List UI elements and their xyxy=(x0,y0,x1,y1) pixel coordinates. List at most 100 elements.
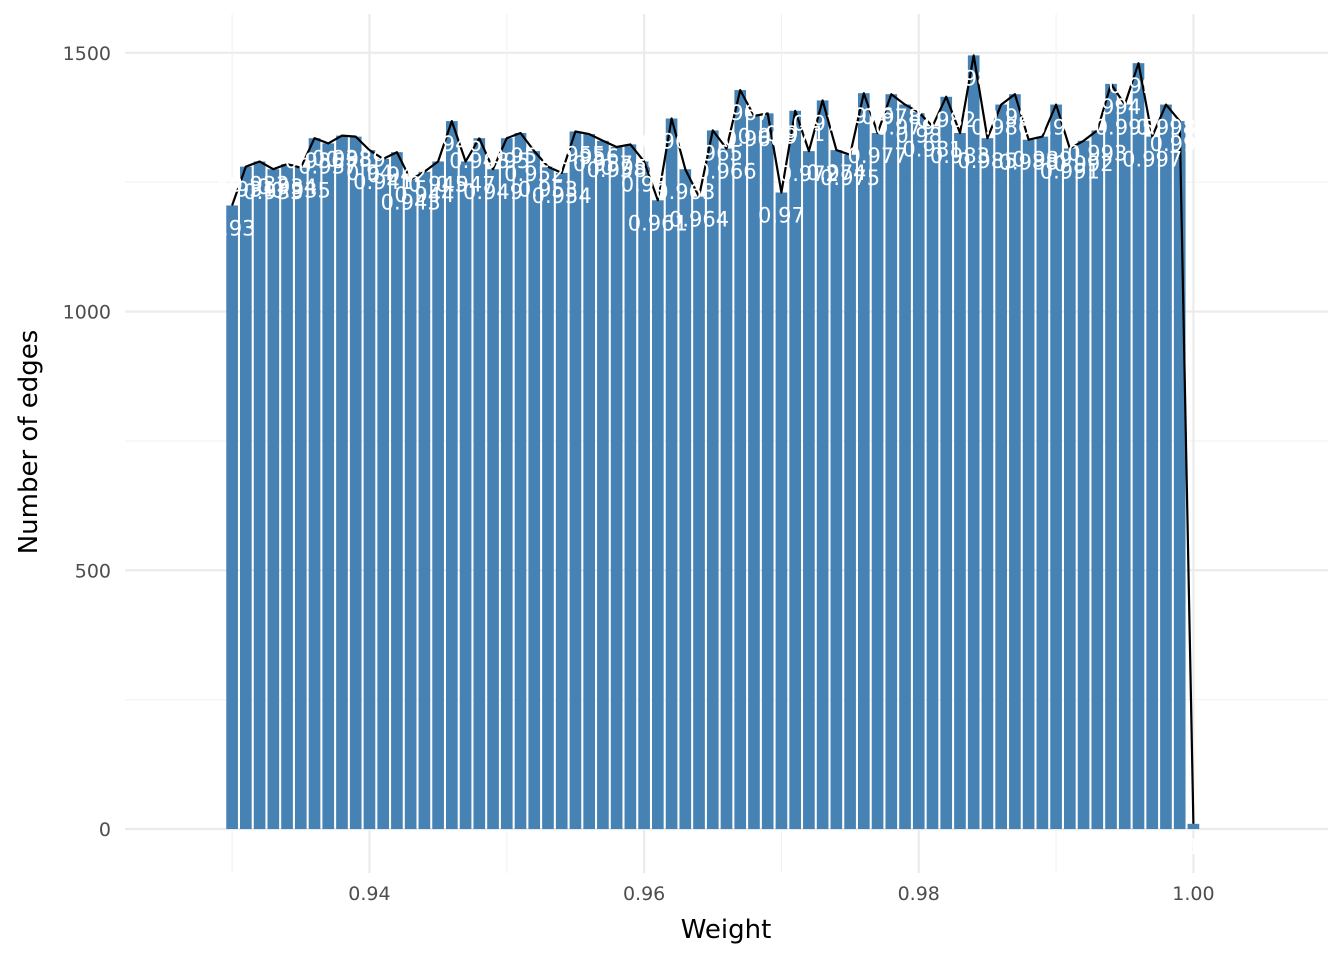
bar-weight-label: 0.945 xyxy=(408,172,468,196)
bar-weight-label: 0.954 xyxy=(532,184,592,208)
bar-weight-label: 0.978 xyxy=(861,105,921,129)
bar-weight-label: 0.989 xyxy=(1012,148,1072,172)
bar-weight-label: 0.979 xyxy=(875,116,935,140)
bar-weight-label: 0.988 xyxy=(999,151,1059,175)
histogram-bar xyxy=(267,169,280,830)
bar-weight-label: 0.991 xyxy=(1040,160,1100,184)
bar-weight-label: 0.948 xyxy=(449,149,509,173)
histogram-bar xyxy=(1118,104,1131,830)
histogram-bar xyxy=(1050,104,1062,830)
histogram-bar xyxy=(446,121,458,830)
bar-weight-label: 0.947 xyxy=(436,172,496,196)
histogram-bar xyxy=(1036,136,1049,830)
histogram-bar xyxy=(899,104,911,830)
bar-weight-label: 0.94 xyxy=(346,161,393,185)
histogram-bar xyxy=(404,179,417,830)
histogram-bar xyxy=(830,150,843,830)
y-tick-label: 500 xyxy=(75,560,111,582)
histogram-bar xyxy=(803,151,815,830)
bar-weight-label: 0.946 xyxy=(422,132,482,156)
bar-weight-label: 0.963 xyxy=(655,180,715,204)
bar-weight-label: 0.953 xyxy=(518,178,578,202)
bar-weight-label: 0.966 xyxy=(696,160,756,184)
bar-weight-label: 0.931 xyxy=(216,178,276,202)
histogram-bar xyxy=(569,131,582,830)
bar-weight-label: 0.987 xyxy=(985,105,1045,129)
histogram-bar xyxy=(748,115,760,830)
histogram-bar xyxy=(665,118,678,830)
histogram-bar xyxy=(1146,136,1159,830)
histogram-bar xyxy=(610,146,623,830)
bar-weight-label: 0.962 xyxy=(642,130,702,154)
histogram-bar xyxy=(967,55,980,830)
histogram-bar xyxy=(542,166,554,830)
bar-weight-label: 0.952 xyxy=(504,162,564,186)
bars xyxy=(226,55,1200,830)
histogram-bar xyxy=(487,169,499,830)
histogram-bar xyxy=(1077,140,1090,830)
histogram-bar xyxy=(1105,83,1117,830)
bar-weight-label: 0.961 xyxy=(628,211,688,235)
bar-weight-label: 0.969 xyxy=(738,124,798,148)
histogram-bar xyxy=(761,113,774,830)
histogram-bar xyxy=(844,154,856,830)
bar-weight-label: 0.959 xyxy=(600,155,660,179)
histogram-bar xyxy=(720,148,733,830)
bar-weight-label: 0.937 xyxy=(298,154,358,178)
bar-weight-label: 0.992 xyxy=(1053,152,1113,176)
histogram-bar xyxy=(816,100,829,830)
histogram-bar xyxy=(1009,94,1021,830)
y-tick-label: 1500 xyxy=(63,43,111,65)
histogram-bar xyxy=(226,205,238,830)
axis-tick-labels: 0 500 1000 1500 0.94 0.96 0.98 1.00 xyxy=(63,43,1215,905)
histogram-bar xyxy=(281,164,293,830)
histogram-bar xyxy=(1132,63,1145,830)
x-tick-label: 0.96 xyxy=(623,883,665,905)
bar-weight-label: 0.95 xyxy=(483,149,530,173)
histogram-bar xyxy=(336,135,348,830)
histogram-bar xyxy=(308,138,321,830)
bar-weight-label: 0.949 xyxy=(463,180,523,204)
histogram-bar xyxy=(871,133,884,830)
y-tick-label: 0 xyxy=(99,819,111,841)
bar-weight-label: 0.956 xyxy=(559,145,619,169)
histogram-bar xyxy=(638,161,650,830)
histogram-bar xyxy=(981,138,994,830)
histogram-bar xyxy=(926,126,939,830)
bar-weight-label: 0.998 xyxy=(1136,116,1196,140)
bar-weight-label: 0.971 xyxy=(765,122,825,146)
bar-weight-label: 0.986 xyxy=(971,116,1031,140)
bar-weight-label: 0.964 xyxy=(669,208,729,232)
bar-weight-label: 0.935 xyxy=(271,179,331,203)
y-tick-label: 1000 xyxy=(63,302,111,324)
bar-weight-label: 0.995 xyxy=(1095,116,1155,140)
bar-weight-label: 0.98 xyxy=(895,123,942,147)
bar-weight-label: 0.939 xyxy=(326,148,386,172)
bar-weight-label: 0.957 xyxy=(573,152,633,176)
histogram-bar xyxy=(1091,130,1104,830)
bar-weight-label: 0.97 xyxy=(758,204,805,228)
bar-weight-label: 0.968 xyxy=(724,127,784,151)
histogram-bar xyxy=(775,192,788,830)
count-polyline xyxy=(231,54,1195,824)
bar-weight-label: 0.975 xyxy=(820,166,880,190)
histogram-bar xyxy=(679,169,692,830)
histogram-bar xyxy=(377,158,390,830)
bar-weight-label: 0.941 xyxy=(353,170,413,194)
histogram-bar xyxy=(651,200,664,830)
histogram-bar xyxy=(418,171,431,830)
bar-weight-label: 0.958 xyxy=(587,158,647,182)
histogram-bar xyxy=(294,167,307,830)
bar-weight-label: 0.942 xyxy=(367,163,427,187)
bar-weight-label: 1 xyxy=(1187,835,1200,859)
bar-weight-label: 0.973 xyxy=(793,111,853,135)
bar-weight-label: 0.932 xyxy=(230,172,290,196)
bar-weight-label: 0.955 xyxy=(545,142,605,166)
bar-weight-label: 0.983 xyxy=(930,144,990,168)
histogram-bar xyxy=(857,93,870,830)
histogram-bar xyxy=(1063,148,1076,830)
bar-weight-label: 0.977 xyxy=(847,144,907,168)
bar-weight-label: 0.997 xyxy=(1122,148,1182,172)
bar-weight-label: 0.996 xyxy=(1108,74,1168,98)
histogram-bar xyxy=(624,144,637,830)
